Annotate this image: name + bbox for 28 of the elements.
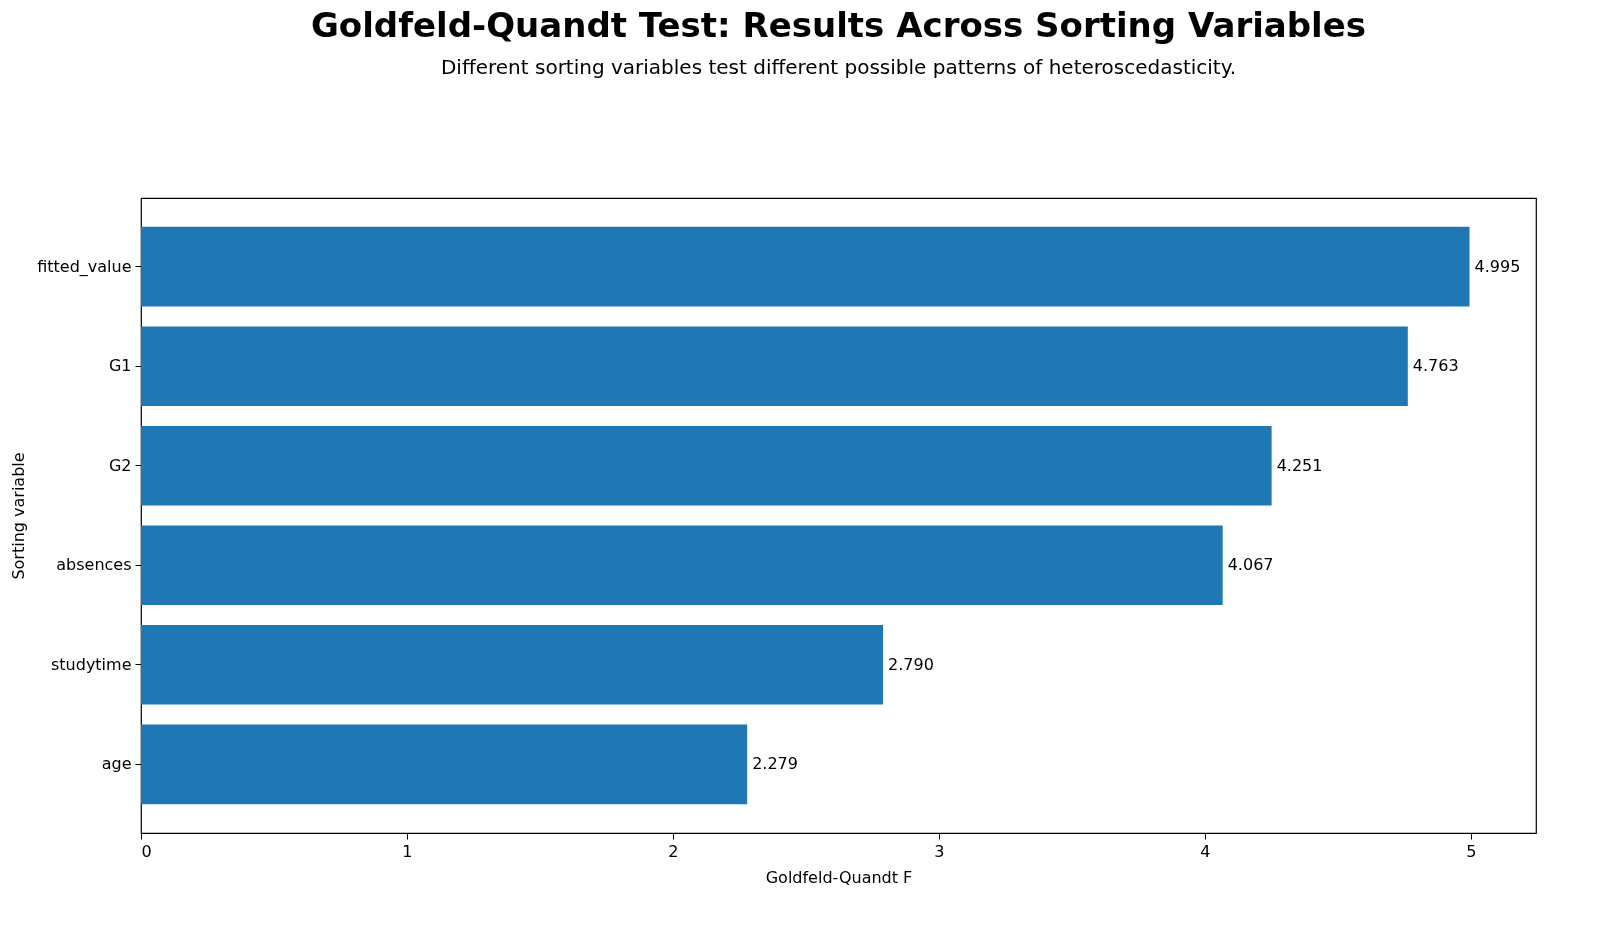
y-tick-label: G1: [108, 356, 132, 376]
x-tick-label: 5: [1466, 841, 1477, 861]
chart-subtitle: Different sorting variables test different possible patterns of heteroscedasticity.: [440, 55, 1237, 79]
y-tick-label: G2: [108, 455, 132, 475]
x-tick-label: 2: [668, 841, 679, 861]
data-label: 4.251: [1276, 455, 1323, 475]
data-label: 4.763: [1412, 356, 1459, 376]
bar: [141, 326, 1408, 407]
x-tick-label: 1: [402, 841, 413, 861]
bar: [141, 525, 1223, 606]
bar: [141, 724, 748, 805]
y-axis-title: Sorting variable: [9, 452, 29, 580]
bar: [141, 226, 1470, 307]
y-tick-label: studytime: [50, 654, 132, 674]
x-axis-title: Goldfeld-Quandt F: [765, 867, 913, 887]
y-tick-label: absences: [56, 555, 132, 575]
x-tick-label: 3: [934, 841, 945, 861]
x-tick-label: 0: [141, 841, 152, 861]
data-label: 2.279: [752, 754, 798, 774]
x-tick-label: 4: [1200, 841, 1211, 861]
data-label: 4.067: [1227, 555, 1274, 575]
data-label: 4.995: [1474, 256, 1521, 276]
chart-title: Goldfeld-Quandt Test: Results Across Sorting Variables: [310, 5, 1367, 45]
y-tick-label: age: [101, 754, 132, 774]
bar: [141, 425, 1272, 506]
data-label: 2.790: [888, 654, 934, 674]
bar: [141, 624, 884, 705]
y-tick-label: fitted_value: [37, 256, 132, 277]
